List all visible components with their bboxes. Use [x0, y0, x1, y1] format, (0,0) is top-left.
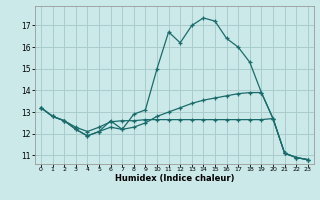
X-axis label: Humidex (Indice chaleur): Humidex (Indice chaleur)	[115, 174, 234, 183]
